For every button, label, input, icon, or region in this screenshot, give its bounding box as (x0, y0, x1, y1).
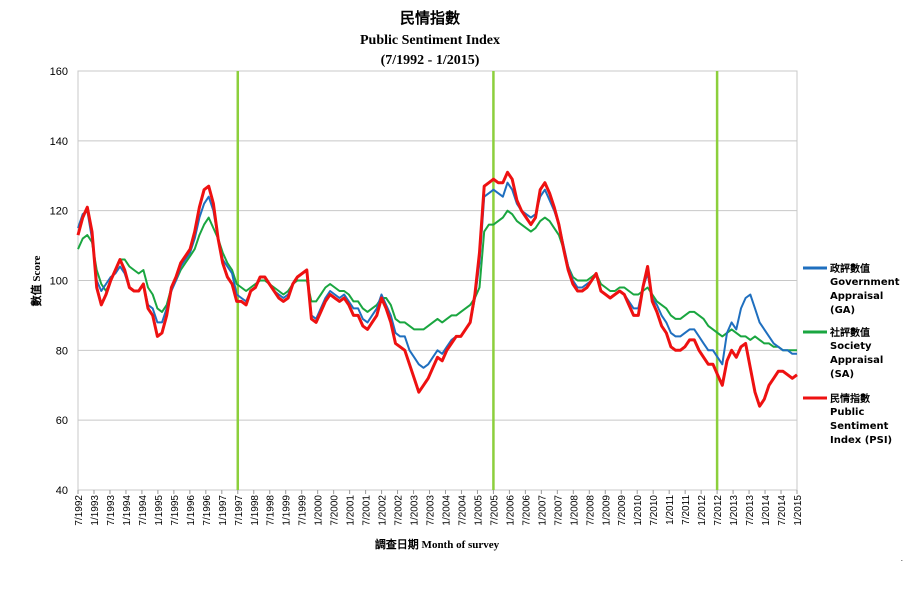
legend-label: Government Appraisal (GA) (830, 277, 900, 316)
x-tick-label: 1/2004 (441, 495, 452, 526)
y-tick-label: 100 (50, 276, 68, 288)
x-tick-label: 7/1999 (298, 495, 309, 526)
plot-area-frame (77, 70, 798, 491)
x-tick-label: 7/1993 (106, 495, 117, 526)
x-tick-label: 7/2007 (553, 495, 564, 526)
y-tick-label: 40 (56, 485, 68, 497)
x-tick-label: 7/2010 (649, 495, 660, 526)
x-tick-label: 7/2002 (394, 495, 405, 526)
y-tick-labels: 40 60 80 100 120 140 160 (50, 66, 68, 497)
x-tick-label: 7/2000 (330, 495, 341, 526)
x-tick-labels: 7/1992 1/1993 7/1993 1/1994 7/1994 1/1995 7/19… (74, 490, 804, 526)
x-tick-label: 1/2008 (569, 495, 580, 526)
x-tick-label: 7/2011 (681, 495, 692, 525)
x-tick-label: 1/2009 (601, 495, 612, 526)
x-tick-label: 1/1996 (186, 495, 197, 526)
x-tick-label: 7/2009 (617, 495, 628, 526)
x-tick-label: 1/1999 (282, 495, 293, 526)
y-tick-label: 140 (50, 136, 68, 148)
x-tick-label: 7/2013 (745, 495, 756, 526)
x-tick-label: 7/1992 (74, 495, 85, 526)
x-tick-label: 7/2005 (489, 495, 500, 526)
x-tick-label: 1/2003 (410, 495, 421, 526)
x-tick-label: 1/2011 (665, 495, 676, 525)
x-tick-label: 1/2006 (505, 495, 516, 526)
x-tick-label: 7/1994 (138, 495, 149, 526)
x-tick-label: 7/2008 (585, 495, 596, 526)
x-tick-label: 1/1998 (250, 495, 261, 526)
x-axis-title: 調查日期 Month of survey (375, 537, 500, 551)
legend-label-zh: 民情指數 (830, 392, 870, 405)
legend-label-zh: 社評數值 (829, 326, 870, 339)
x-tick-label: 1/1997 (218, 495, 229, 526)
legend-label-zh: 政評數值 (830, 262, 870, 275)
chart-title-zh: 民情指數 (400, 9, 460, 27)
y-tick-label: 120 (50, 206, 68, 218)
x-tick-label: 7/1997 (234, 495, 245, 526)
x-tick-label: 1/1993 (90, 495, 101, 526)
series-line-ga (77, 181, 797, 369)
y-tick-label: 160 (50, 66, 68, 78)
x-tick-label: 7/2012 (713, 495, 724, 526)
x-tick-label: 7/2004 (457, 495, 468, 526)
x-tick-label: 1/2014 (761, 495, 772, 526)
x-tick-label: 1/2007 (537, 495, 548, 526)
x-tick-label: 1/1995 (154, 495, 165, 526)
x-tick-label: 7/2003 (426, 495, 437, 526)
legend-label: Public Sentiment Index (PSI) (830, 407, 892, 446)
x-tick-label: 7/1998 (266, 495, 277, 526)
series-line-sa (77, 209, 797, 352)
x-tick-label: 7/1995 (170, 495, 181, 526)
chart-title: Public Sentiment Index (360, 33, 500, 48)
x-tick-label: 7/1996 (202, 495, 213, 526)
x-tick-label: 1/2005 (473, 495, 484, 526)
legend: 政評數值 Government Appraisal (GA) 社評數值 Society Ap… (803, 262, 900, 446)
y-tick-label: 80 (56, 345, 68, 357)
x-tick-label: 1/2000 (314, 495, 325, 526)
series-line-psi (76, 170, 798, 408)
x-tick-label: 1/2015 (793, 495, 804, 526)
x-tick-label: 7/2001 (362, 495, 373, 526)
gridlines (78, 70, 797, 491)
x-tick-label: 7/2006 (521, 495, 532, 526)
legend-label: Society Appraisal (SA) (830, 341, 883, 380)
series-lines (76, 170, 798, 408)
x-tick-label: 1/2013 (729, 495, 740, 526)
x-tick-label: 1/2012 (697, 495, 708, 526)
y-tick-label: 60 (56, 415, 68, 427)
event-markers (236, 71, 719, 490)
x-tick-label: 7/2014 (777, 495, 788, 526)
y-axis-title: 數值 Score (29, 255, 43, 306)
page-dot-mark: . (900, 554, 903, 563)
x-tick-label: 1/1994 (122, 495, 133, 526)
x-tick-label: 1/2001 (346, 495, 357, 526)
x-tick-label: 1/2010 (633, 495, 644, 526)
x-tick-label: 1/2002 (378, 495, 389, 526)
chart-subtitle: (7/1992 - 1/2015) (381, 53, 480, 68)
